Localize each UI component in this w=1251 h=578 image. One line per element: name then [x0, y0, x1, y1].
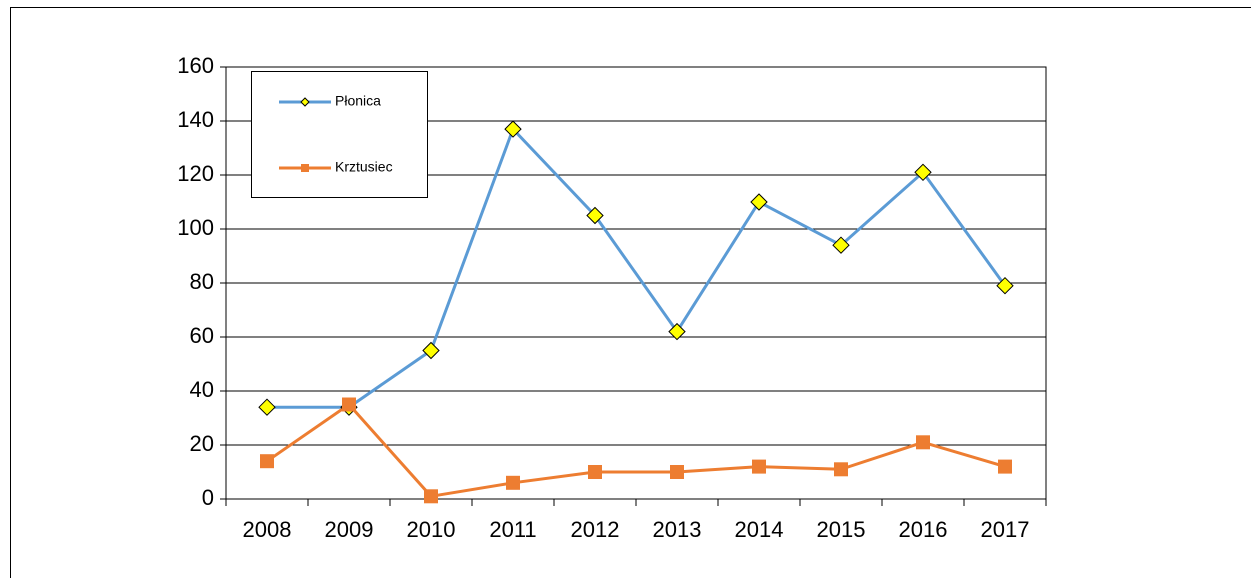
- series-line: [266, 402, 1006, 498]
- x-tick-label: 2008: [243, 517, 292, 542]
- x-tick-label: 2012: [571, 517, 620, 542]
- marker: [424, 489, 438, 504]
- x-tick-label: 2010: [407, 517, 456, 542]
- x-tick-label: 2009: [325, 517, 374, 542]
- legend-label: Krztusiec: [335, 159, 393, 175]
- marker: [832, 236, 850, 254]
- x-tick-label: 2014: [735, 517, 784, 542]
- y-tick-label: 160: [177, 53, 214, 78]
- x-tick-label: 2017: [981, 517, 1030, 542]
- marker: [670, 465, 684, 479]
- chart-frame: [10, 7, 1251, 578]
- marker: [422, 341, 440, 360]
- y-tick-label: 80: [190, 269, 214, 294]
- marker: [300, 97, 310, 107]
- marker: [588, 465, 602, 479]
- x-tick-label: 2011: [489, 517, 536, 542]
- marker: [834, 462, 848, 477]
- y-tick-label: 0: [202, 485, 214, 510]
- marker: [996, 276, 1014, 295]
- marker: [586, 206, 604, 225]
- marker: [916, 435, 930, 450]
- series-line: [267, 126, 1007, 409]
- legend-box: [251, 71, 428, 198]
- marker: [504, 120, 522, 138]
- marker: [668, 322, 686, 341]
- x-tick-label: 2013: [653, 517, 702, 542]
- y-tick-label: 100: [177, 215, 214, 240]
- x-tick-label: 2015: [817, 517, 866, 542]
- marker: [301, 164, 309, 172]
- marker: [258, 398, 276, 416]
- marker: [914, 163, 932, 182]
- marker: [752, 459, 766, 474]
- marker: [750, 193, 768, 211]
- marker: [506, 475, 520, 490]
- marker: [998, 459, 1012, 474]
- y-tick-label: 60: [190, 323, 214, 348]
- y-tick-label: 120: [177, 161, 214, 186]
- y-tick-label: 140: [177, 107, 214, 132]
- marker: [260, 454, 274, 469]
- marker: [342, 397, 356, 412]
- y-tick-label: 20: [190, 431, 214, 456]
- y-tick-label: 40: [190, 377, 214, 402]
- legend-label: Płonica: [335, 93, 381, 109]
- x-tick-label: 2016: [899, 517, 948, 542]
